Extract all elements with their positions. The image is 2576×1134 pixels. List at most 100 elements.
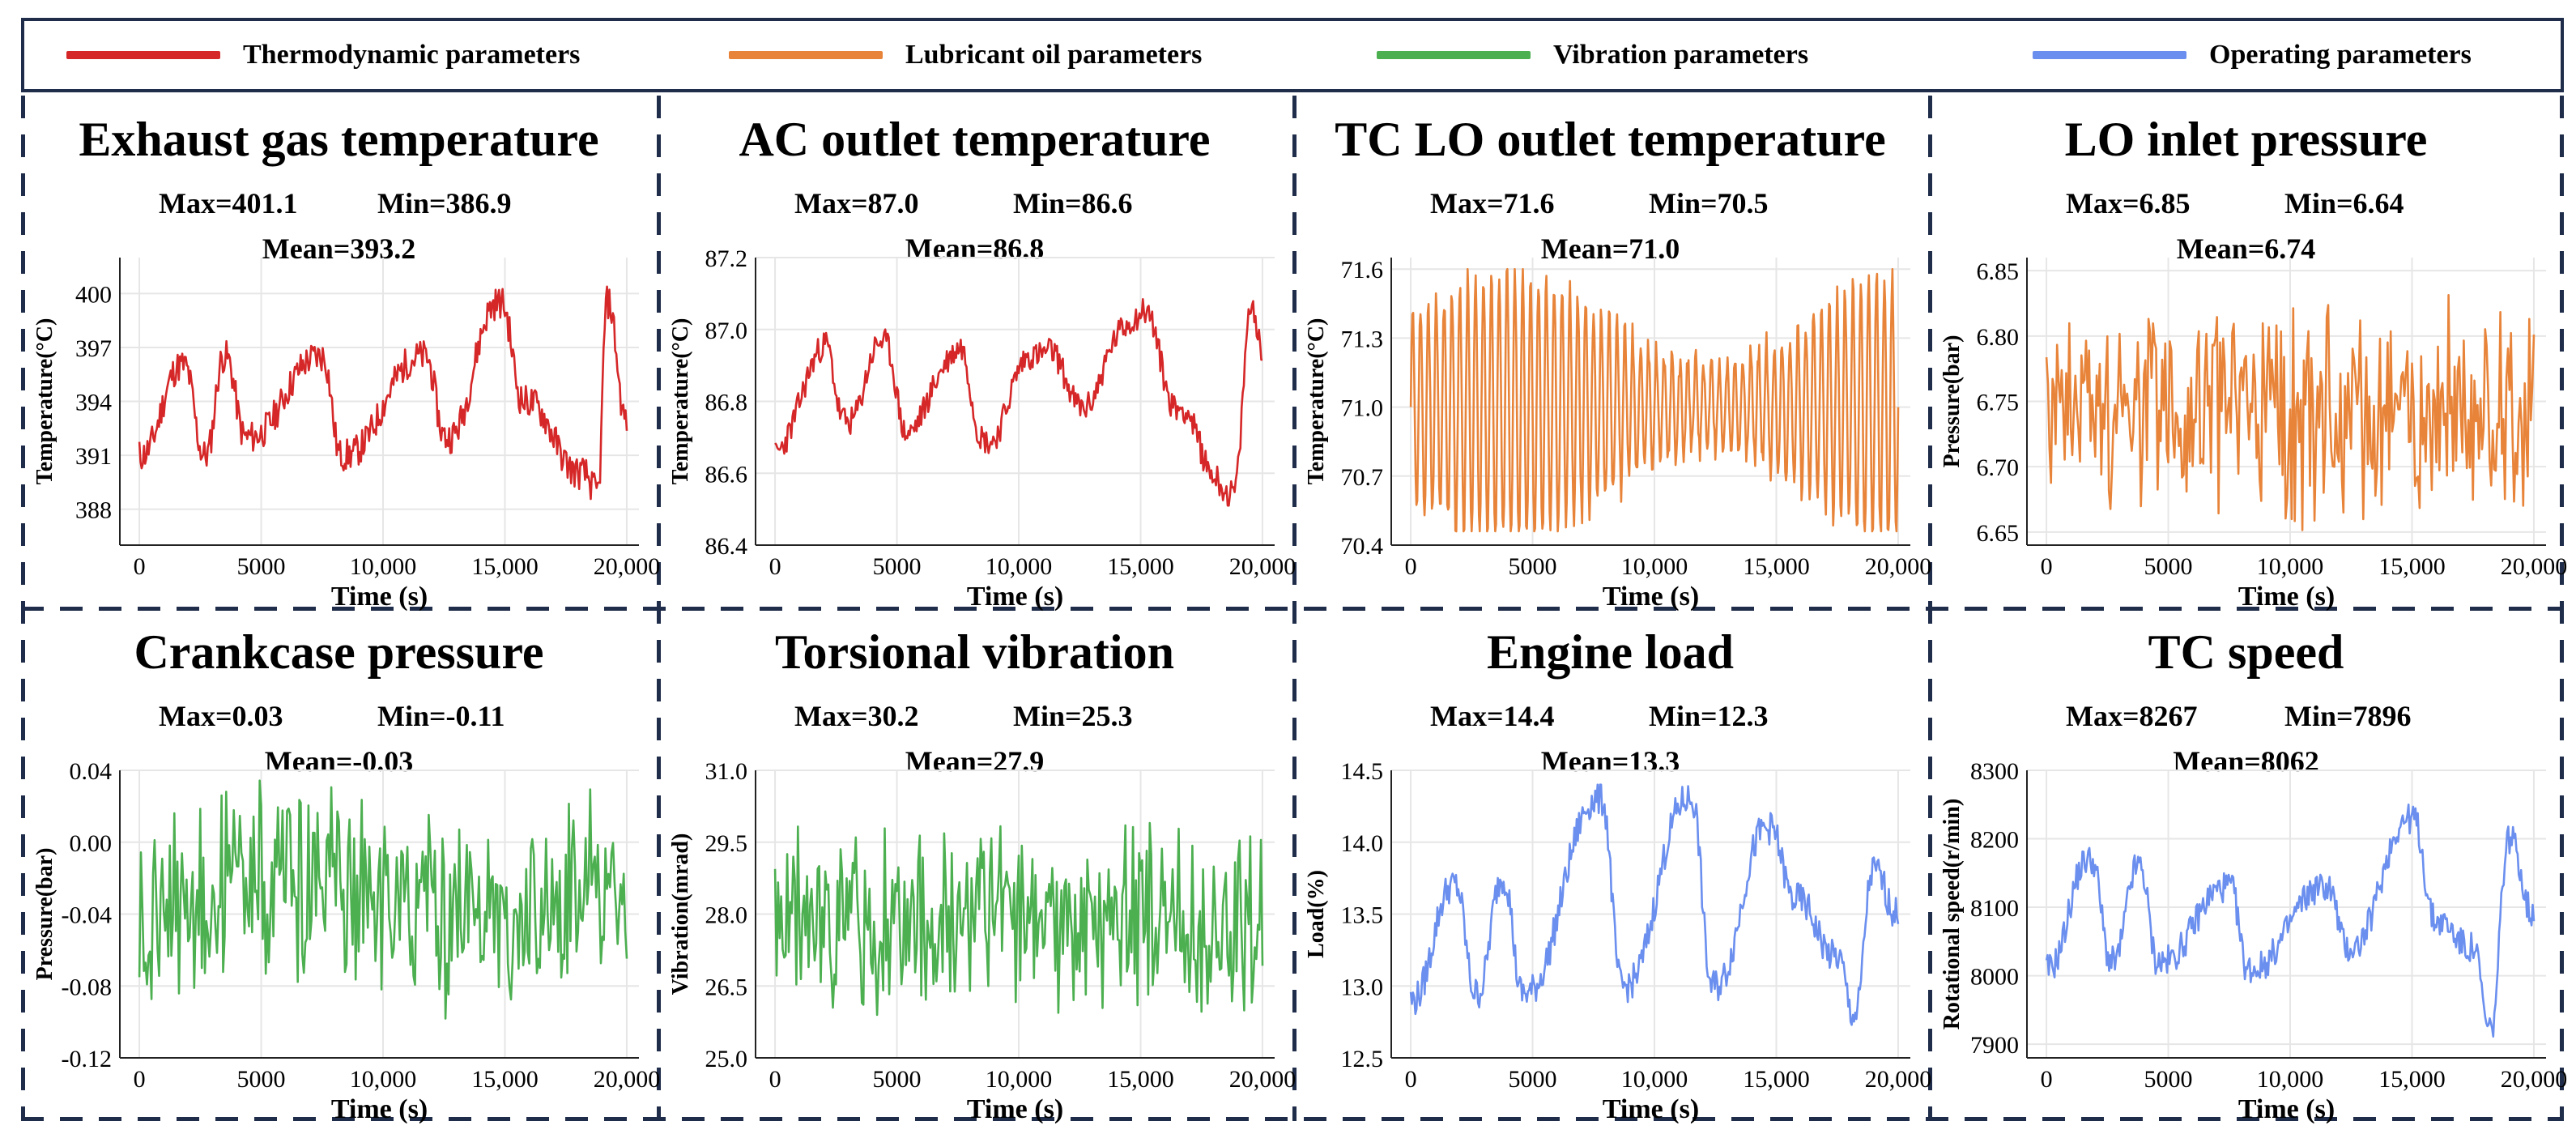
y-tick-label: 6.70 — [1977, 454, 2020, 481]
series-line — [774, 298, 1262, 507]
x-tick-label: 20,000 — [594, 553, 661, 580]
legend-label: Lubricant oil parameters — [905, 40, 1203, 70]
y-axis-label: Load(%) — [1304, 870, 1329, 958]
series-line — [1409, 783, 1900, 1026]
max-stat: Max=30.2 — [794, 700, 919, 732]
y-tick-label: 26.5 — [705, 974, 748, 1000]
panel-title: Torsional vibration — [775, 625, 1174, 679]
min-stat: Min=7896 — [2284, 700, 2412, 732]
y-tick-label: 400 — [75, 281, 112, 308]
mean-stat: Mean=27.9 — [905, 745, 1045, 778]
panel-title: TC LO outlet temperature — [1335, 113, 1886, 166]
x-tick-label: 10,000 — [2257, 1066, 2324, 1093]
x-tick-label: 0 — [2041, 553, 2053, 580]
series-line — [138, 285, 628, 501]
panel-title: Crankcase pressure — [134, 625, 544, 679]
x-tick-label: 10,000 — [986, 553, 1053, 580]
line-chart: -0.12 -0.08 -0.04 0.00 0.04 0 5000 10,000 15,000… — [32, 758, 660, 1124]
y-tick-label: 8300 — [1970, 758, 2019, 785]
x-tick-label: 15,000 — [2378, 553, 2446, 580]
y-tick-label: 13.5 — [1341, 902, 1384, 929]
legend-label: Thermodynamic parameters — [243, 40, 581, 70]
legend-item: Vibration parameters — [1377, 21, 1808, 89]
x-tick-label: 15,000 — [471, 1066, 539, 1093]
x-tick-label: 0 — [134, 553, 146, 580]
y-tick-label: 70.4 — [1341, 533, 1384, 560]
x-tick-label: 15,000 — [471, 553, 539, 580]
x-tick-label: 10,000 — [1621, 553, 1688, 580]
x-tick-label: 15,000 — [2378, 1066, 2446, 1093]
line-chart: 12.5 13.0 13.5 14.0 14.5 0 5000 10,000 15,000 20,… — [1304, 758, 1931, 1124]
legend: Thermodynamic parameters Lubricant oil pa… — [21, 18, 2564, 92]
panel-title: LO inlet pressure — [2064, 113, 2428, 166]
chart-panel: Exhaust gas temperature Max=401.1 Min=386.… — [21, 96, 660, 612]
y-tick-label: 394 — [75, 390, 112, 416]
line-chart: 6.65 6.70 6.75 6.80 6.85 0 5000 10,000 15,000 20,… — [1939, 258, 2567, 612]
x-tick-label: 15,000 — [1743, 553, 1810, 580]
legend-item: Lubricant oil parameters — [729, 21, 1202, 89]
line-chart: 388 391 394 397 400 0 5000 10,000 15,000 20,000 Ti… — [32, 258, 660, 612]
y-axis-label: Pressure(bar) — [32, 848, 57, 981]
y-tick-label: 28.0 — [705, 902, 748, 929]
max-stat: Max=87.0 — [794, 187, 919, 220]
min-stat: Min=70.5 — [1649, 187, 1769, 220]
x-tick-label: 20,000 — [2501, 1066, 2568, 1093]
x-tick-label: 0 — [1405, 553, 1417, 580]
y-tick-label: 6.80 — [1977, 324, 2020, 351]
y-tick-label: 6.65 — [1977, 520, 2020, 547]
x-axis-label: Time (s) — [331, 582, 428, 612]
y-tick-label: 0.04 — [70, 758, 113, 785]
series-line — [138, 779, 628, 1020]
y-tick-label: 87.0 — [705, 318, 748, 344]
x-axis-label: Time (s) — [2238, 1094, 2335, 1124]
chart-panel: TC LO outlet temperature Max=71.6 Min=70.5… — [1292, 96, 1931, 612]
mean-stat: Mean=8062 — [2173, 745, 2319, 778]
panel-divider — [21, 1117, 2564, 1121]
line-chart: 70.4 70.7 71.0 71.3 71.6 0 5000 10,000 15,000 20,… — [1304, 257, 1931, 612]
x-tick-label: 0 — [769, 1066, 781, 1093]
max-stat: Max=14.4 — [1430, 700, 1555, 732]
x-axis-label: Time (s) — [967, 1094, 1063, 1124]
y-axis-label: Vibration(mrad) — [668, 833, 693, 995]
x-tick-label: 5000 — [2144, 553, 2193, 580]
min-stat: Min=25.3 — [1013, 700, 1133, 732]
x-tick-label: 20,000 — [1229, 553, 1297, 580]
min-stat: Min=6.64 — [2284, 187, 2404, 220]
x-tick-label: 5000 — [873, 553, 922, 580]
x-tick-label: 0 — [134, 1066, 146, 1093]
y-axis-label: Temperature(°C) — [1304, 318, 1329, 485]
panel-title: AC outlet temperature — [739, 113, 1211, 166]
x-tick-label: 5000 — [1509, 1066, 1557, 1093]
legend-swatch — [729, 51, 883, 59]
max-stat: Max=6.85 — [2066, 187, 2191, 220]
y-tick-label: 388 — [75, 497, 112, 524]
x-tick-label: 20,000 — [1865, 1066, 1932, 1093]
x-tick-label: 5000 — [873, 1066, 922, 1093]
y-tick-label: -0.08 — [62, 974, 113, 1000]
y-tick-label: 87.2 — [705, 245, 748, 272]
x-tick-label: 20,000 — [2501, 553, 2568, 580]
y-tick-label: 70.7 — [1341, 464, 1384, 491]
panel-title: Engine load — [1486, 625, 1735, 679]
x-tick-label: 5000 — [2144, 1066, 2193, 1093]
y-tick-label: 71.6 — [1341, 257, 1384, 284]
series-line — [2045, 804, 2536, 1038]
x-tick-label: 20,000 — [1229, 1066, 1297, 1093]
chart-panel: LO inlet pressure Max=6.85 Min=6.64 Mean=6.… — [1928, 96, 2567, 612]
x-tick-label: 20,000 — [594, 1066, 661, 1093]
y-tick-label: 14.5 — [1341, 758, 1384, 785]
max-stat: Max=0.03 — [159, 700, 283, 732]
y-axis-label: Temperature(°C) — [668, 318, 693, 485]
y-tick-label: 29.5 — [705, 830, 748, 857]
x-tick-label: 15,000 — [1107, 1066, 1174, 1093]
legend-item: Thermodynamic parameters — [66, 21, 580, 89]
y-axis-label: Rotational speed(r/min) — [1939, 799, 1965, 1030]
mean-stat: Mean=71.0 — [1540, 232, 1680, 265]
chart-panel: AC outlet temperature Max=87.0 Min=86.6 Mea… — [657, 96, 1296, 612]
y-tick-label: 71.0 — [1341, 395, 1384, 422]
y-tick-label: 14.0 — [1341, 830, 1384, 857]
x-tick-label: 5000 — [237, 553, 286, 580]
line-chart: 86.4 86.6 86.8 87.0 87.2 0 5000 10,000 15,000 20,… — [668, 245, 1296, 612]
line-chart: 7900 8000 8100 8200 8300 0 5000 10,000 15,000 20,… — [1939, 758, 2567, 1124]
x-tick-label: 15,000 — [1107, 553, 1174, 580]
